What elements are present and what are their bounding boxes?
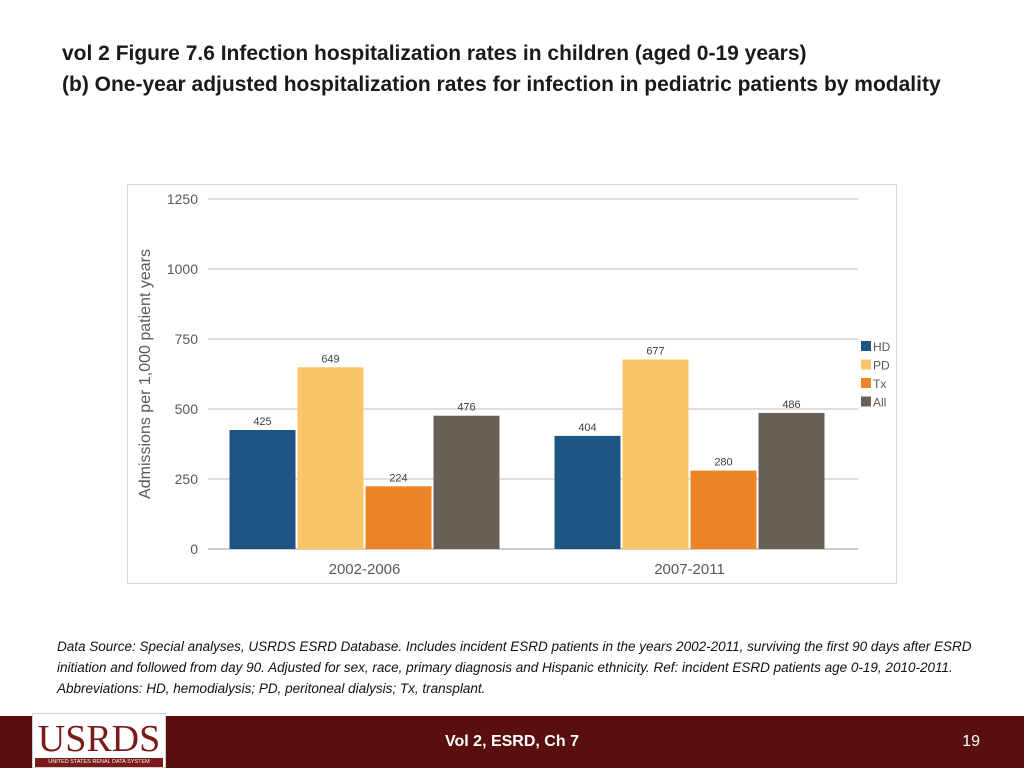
data-label: 476	[457, 402, 475, 414]
x-tick-label: 2002-2006	[329, 561, 401, 578]
slide-title: vol 2 Figure 7.6 Infection hospitalizati…	[62, 38, 962, 100]
footer-chapter-label: Vol 2, ESRD, Ch 7	[445, 733, 579, 750]
data-label: 224	[389, 472, 407, 484]
legend-swatch	[861, 378, 871, 388]
chart-frame: 0 250 500 750 1000 1250 Admissions per 1,000 p…	[127, 184, 897, 584]
bar-hd	[554, 435, 621, 549]
bar-tx	[365, 486, 432, 549]
legend-label: HD	[873, 340, 891, 354]
legend-swatch	[861, 341, 871, 351]
bar-all	[758, 412, 825, 549]
title-line-1: vol 2 Figure 7.6 Infection hospitalizati…	[62, 42, 807, 65]
logo-wordmark: USRDS	[37, 718, 161, 760]
usrds-logo: USRDS UNITED STATES RENAL DATA SYSTEM	[32, 713, 166, 768]
legend-label: Tx	[873, 377, 886, 391]
legend-label: All	[873, 396, 886, 410]
y-tick-label: 1000	[167, 261, 198, 277]
bar-tx	[690, 470, 757, 549]
y-tick-label: 1250	[167, 191, 198, 207]
bar-pd	[622, 359, 689, 549]
data-label: 404	[578, 422, 596, 434]
page-number: 19	[962, 733, 980, 750]
data-source-note: Data Source: Special analyses, USRDS ESR…	[57, 639, 972, 696]
y-tick-label: 500	[175, 401, 199, 417]
legend-swatch	[861, 396, 871, 407]
data-label: 425	[253, 416, 271, 428]
y-tick-label: 250	[175, 471, 199, 487]
bar-pd	[297, 367, 364, 549]
bar-chart: 0 250 500 750 1000 1250 Admissions per 1,000 p…	[137, 191, 891, 578]
legend-label: PD	[873, 359, 890, 373]
data-label: 677	[646, 345, 664, 357]
y-axis-label: Admissions per 1,000 patient years	[137, 249, 154, 499]
data-label: 649	[321, 353, 339, 365]
legend-swatch	[861, 359, 871, 370]
title-line-2: (b) One-year adjusted hospitalization ra…	[62, 73, 941, 96]
x-tick-label: 2007-2011	[654, 561, 725, 578]
bar-hd	[229, 430, 296, 549]
data-label: 280	[714, 457, 732, 469]
y-tick-label: 0	[190, 541, 198, 557]
data-label: 486	[782, 399, 800, 411]
footer-bar	[0, 716, 1024, 768]
y-tick-label: 750	[175, 331, 199, 347]
logo-subtitle: UNITED STATES RENAL DATA SYSTEM	[35, 758, 163, 767]
bar-all	[433, 415, 500, 549]
